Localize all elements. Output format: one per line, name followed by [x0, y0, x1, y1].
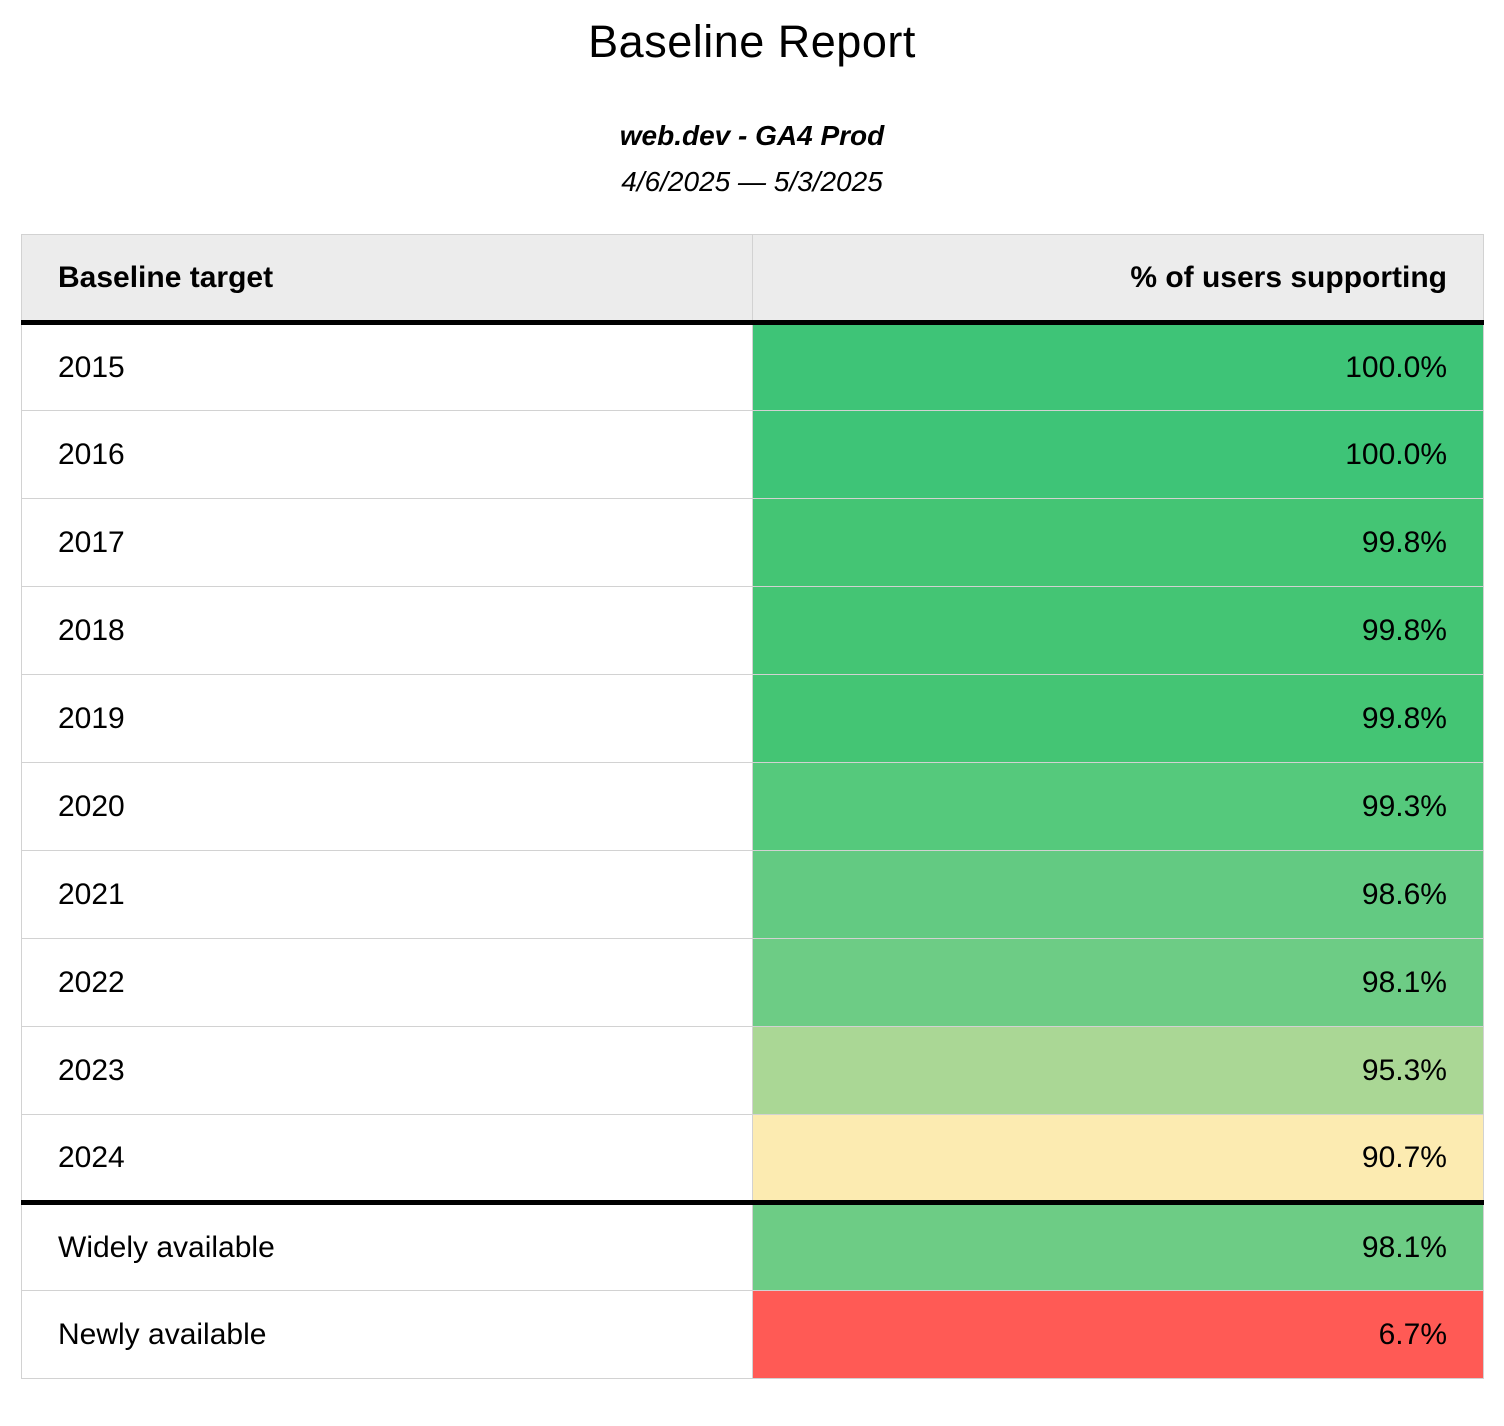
report-header: Baseline Report web.dev - GA4 Prod 4/6/2…: [0, 0, 1504, 198]
baseline-target-cell: Newly available: [21, 1290, 753, 1379]
baseline-table: Baseline target % of users supporting 20…: [21, 234, 1484, 1379]
table-row: Newly available 6.7%: [21, 1290, 1484, 1379]
report-date-range: 4/6/2025 — 5/3/2025: [621, 166, 883, 197]
table-row: 2024 90.7%: [21, 1114, 1484, 1203]
baseline-target-cell: 2015: [21, 322, 753, 411]
baseline-target-cell: 2017: [21, 498, 753, 587]
baseline-target-cell: 2020: [21, 762, 753, 851]
baseline-report: Baseline Report web.dev - GA4 Prod 4/6/2…: [0, 0, 1504, 1379]
report-subtitle: web.dev - GA4 Prod: [619, 120, 885, 151]
baseline-target-cell: 2022: [21, 938, 753, 1027]
percent-supporting-cell: 99.8%: [752, 586, 1484, 675]
table-body: 2015 100.0% 2016 100.0% 2017 99.8% 2018 99.8% 20…: [21, 322, 1484, 1379]
percent-supporting-cell: 100.0%: [752, 410, 1484, 499]
percent-supporting-cell: 6.7%: [752, 1290, 1484, 1379]
percent-supporting-cell: 95.3%: [752, 1026, 1484, 1115]
page-title: Baseline Report: [588, 16, 916, 67]
table-row: 2019 99.8%: [21, 674, 1484, 763]
baseline-target-cell: Widely available: [21, 1200, 753, 1291]
table-row: 2016 100.0%: [21, 410, 1484, 499]
baseline-target-cell: 2023: [21, 1026, 753, 1115]
column-header-users-supporting: % of users supporting: [752, 234, 1484, 325]
baseline-target-cell: 2024: [21, 1114, 753, 1203]
percent-supporting-cell: 98.1%: [752, 1200, 1484, 1291]
table-row: 2018 99.8%: [21, 586, 1484, 675]
table-row: 2020 99.3%: [21, 762, 1484, 851]
percent-supporting-cell: 98.1%: [752, 938, 1484, 1027]
table-row: 2023 95.3%: [21, 1026, 1484, 1115]
baseline-target-cell: 2016: [21, 410, 753, 499]
column-header-baseline-target: Baseline target: [21, 234, 753, 325]
percent-supporting-cell: 90.7%: [752, 1114, 1484, 1203]
table-row: 2021 98.6%: [21, 850, 1484, 939]
percent-supporting-cell: 98.6%: [752, 850, 1484, 939]
table-row: 2017 99.8%: [21, 498, 1484, 587]
baseline-target-cell: 2021: [21, 850, 753, 939]
table-row: 2015 100.0%: [21, 322, 1484, 411]
percent-supporting-cell: 99.8%: [752, 674, 1484, 763]
baseline-target-cell: 2018: [21, 586, 753, 675]
table-header-row: Baseline target % of users supporting: [21, 234, 1484, 325]
percent-supporting-cell: 99.8%: [752, 498, 1484, 587]
percent-supporting-cell: 99.3%: [752, 762, 1484, 851]
percent-supporting-cell: 100.0%: [752, 322, 1484, 411]
baseline-target-cell: 2019: [21, 674, 753, 763]
table-row: Widely available 98.1%: [21, 1200, 1484, 1291]
table-row: 2022 98.1%: [21, 938, 1484, 1027]
